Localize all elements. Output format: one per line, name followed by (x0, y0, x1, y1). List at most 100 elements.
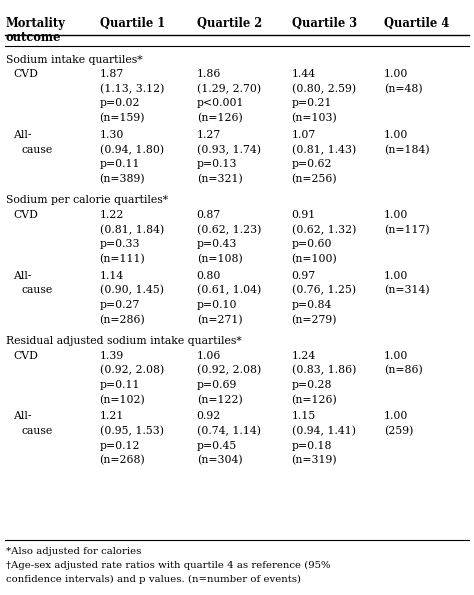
Text: cause: cause (21, 426, 53, 436)
Text: (n=256): (n=256) (292, 174, 337, 184)
Text: 0.87: 0.87 (197, 210, 221, 220)
Text: 1.87: 1.87 (100, 69, 124, 79)
Text: †Age-sex adjusted rate ratios with quartile 4 as reference (95%: †Age-sex adjusted rate ratios with quart… (6, 561, 330, 570)
Text: (n=314): (n=314) (384, 285, 429, 296)
Text: 1.44: 1.44 (292, 69, 316, 79)
Text: 1.30: 1.30 (100, 130, 124, 140)
Text: p=0.60: p=0.60 (292, 239, 332, 249)
Text: Quartile 2: Quartile 2 (197, 17, 262, 30)
Text: All-: All- (13, 130, 32, 140)
Text: p=0.12: p=0.12 (100, 440, 140, 450)
Text: (0.76, 1.25): (0.76, 1.25) (292, 285, 356, 296)
Text: 1.07: 1.07 (292, 130, 316, 140)
Text: (0.94, 1.80): (0.94, 1.80) (100, 145, 164, 155)
Text: (0.90, 1.45): (0.90, 1.45) (100, 285, 164, 296)
Text: (0.80, 2.59): (0.80, 2.59) (292, 84, 356, 94)
Text: (n=108): (n=108) (197, 253, 243, 264)
Text: (n=304): (n=304) (197, 455, 242, 465)
Text: (0.92, 2.08): (0.92, 2.08) (197, 365, 261, 375)
Text: p=0.62: p=0.62 (292, 159, 332, 169)
Text: (0.62, 1.23): (0.62, 1.23) (197, 224, 261, 235)
Text: (n=268): (n=268) (100, 455, 146, 465)
Text: 1.86: 1.86 (197, 69, 221, 79)
Text: Quartile 1: Quartile 1 (100, 17, 165, 30)
Text: Quartile 3: Quartile 3 (292, 17, 356, 30)
Text: (0.92, 2.08): (0.92, 2.08) (100, 365, 164, 375)
Text: p=0.13: p=0.13 (197, 159, 237, 169)
Text: 1.22: 1.22 (100, 210, 124, 220)
Text: 0.97: 0.97 (292, 271, 316, 281)
Text: p=0.02: p=0.02 (100, 98, 140, 108)
Text: 1.24: 1.24 (292, 350, 316, 361)
Text: (0.95, 1.53): (0.95, 1.53) (100, 426, 164, 436)
Text: (n=126): (n=126) (197, 113, 243, 123)
Text: 1.00: 1.00 (384, 130, 408, 140)
Text: All-: All- (13, 411, 32, 421)
Text: (n=184): (n=184) (384, 145, 429, 155)
Text: 1.15: 1.15 (292, 411, 316, 421)
Text: 1.00: 1.00 (384, 271, 408, 281)
Text: Sodium per calorie quartiles*: Sodium per calorie quartiles* (6, 195, 168, 205)
Text: (n=159): (n=159) (100, 113, 145, 123)
Text: 1.21: 1.21 (100, 411, 124, 421)
Text: CVD: CVD (13, 210, 38, 220)
Text: Sodium intake quartiles*: Sodium intake quartiles* (6, 55, 142, 65)
Text: 1.00: 1.00 (384, 69, 408, 79)
Text: (n=319): (n=319) (292, 455, 337, 465)
Text: 0.92: 0.92 (197, 411, 221, 421)
Text: 0.80: 0.80 (197, 271, 221, 281)
Text: Quartile 4: Quartile 4 (384, 17, 449, 30)
Text: CVD: CVD (13, 350, 38, 361)
Text: All-: All- (13, 271, 32, 281)
Text: 1.06: 1.06 (197, 350, 221, 361)
Text: (n=100): (n=100) (292, 253, 337, 264)
Text: p=0.69: p=0.69 (197, 380, 237, 390)
Text: p=0.45: p=0.45 (197, 440, 237, 450)
Text: p=0.33: p=0.33 (100, 239, 140, 249)
Text: cause: cause (21, 285, 53, 295)
Text: (n=48): (n=48) (384, 84, 422, 94)
Text: Mortality: Mortality (6, 17, 65, 30)
Text: p=0.10: p=0.10 (197, 300, 237, 310)
Text: (0.81, 1.43): (0.81, 1.43) (292, 145, 356, 155)
Text: outcome: outcome (6, 31, 61, 44)
Text: *Also adjusted for calories: *Also adjusted for calories (6, 547, 141, 556)
Text: p=0.18: p=0.18 (292, 440, 332, 450)
Text: p=0.11: p=0.11 (100, 380, 140, 390)
Text: (n=286): (n=286) (100, 314, 146, 325)
Text: p<0.001: p<0.001 (197, 98, 244, 108)
Text: p=0.11: p=0.11 (100, 159, 140, 169)
Text: (n=111): (n=111) (100, 253, 146, 264)
Text: confidence intervals) and p values. (n=number of events): confidence intervals) and p values. (n=n… (6, 575, 301, 584)
Text: (n=279): (n=279) (292, 314, 337, 325)
Text: (n=117): (n=117) (384, 224, 429, 235)
Text: (1.13, 3.12): (1.13, 3.12) (100, 84, 164, 94)
Text: 1.39: 1.39 (100, 350, 124, 361)
Text: p=0.28: p=0.28 (292, 380, 332, 390)
Text: p=0.27: p=0.27 (100, 300, 140, 310)
Text: (n=389): (n=389) (100, 174, 145, 184)
Text: (n=271): (n=271) (197, 314, 242, 325)
Text: (259): (259) (384, 426, 413, 436)
Text: (n=321): (n=321) (197, 174, 243, 184)
Text: (0.83, 1.86): (0.83, 1.86) (292, 365, 356, 375)
Text: 1.00: 1.00 (384, 411, 408, 421)
Text: (0.61, 1.04): (0.61, 1.04) (197, 285, 261, 296)
Text: 1.27: 1.27 (197, 130, 221, 140)
Text: Residual adjusted sodium intake quartiles*: Residual adjusted sodium intake quartile… (6, 336, 241, 346)
Text: (0.93, 1.74): (0.93, 1.74) (197, 145, 261, 155)
Text: (n=103): (n=103) (292, 113, 337, 123)
Text: 1.14: 1.14 (100, 271, 124, 281)
Text: (n=86): (n=86) (384, 365, 423, 375)
Text: (0.62, 1.32): (0.62, 1.32) (292, 224, 356, 235)
Text: (n=122): (n=122) (197, 394, 243, 405)
Text: p=0.21: p=0.21 (292, 98, 332, 108)
Text: (0.74, 1.14): (0.74, 1.14) (197, 426, 261, 436)
Text: p=0.43: p=0.43 (197, 239, 237, 249)
Text: cause: cause (21, 145, 53, 155)
Text: 1.00: 1.00 (384, 210, 408, 220)
Text: CVD: CVD (13, 69, 38, 79)
Text: (n=126): (n=126) (292, 394, 337, 405)
Text: 1.00: 1.00 (384, 350, 408, 361)
Text: (n=102): (n=102) (100, 394, 146, 405)
